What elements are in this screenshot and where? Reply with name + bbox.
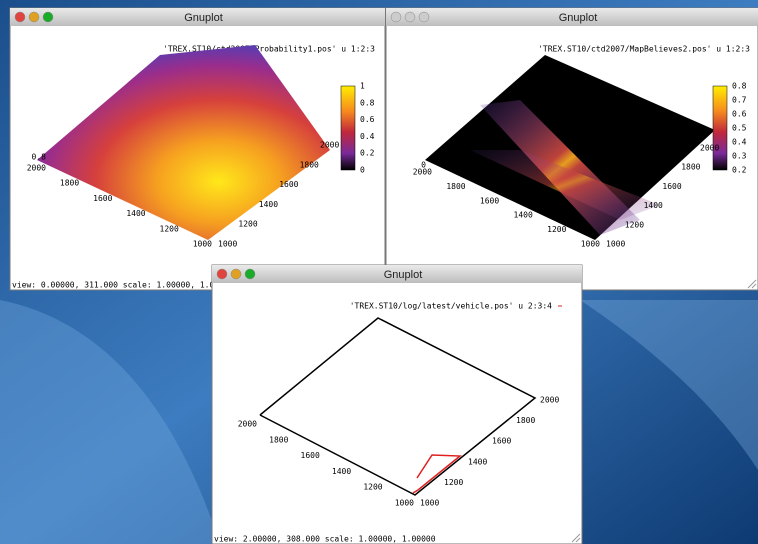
axis-tick-label: 2000: [238, 420, 257, 429]
window-button[interactable]: [14, 11, 26, 23]
wallpaper-swoosh: [0, 300, 220, 544]
axis-tick-label: 1800: [516, 416, 535, 425]
axis-tick-label: 1400: [644, 201, 663, 210]
colorbar-tick-label: 0.2: [360, 149, 375, 158]
axis-tick-label: 1800: [269, 435, 288, 444]
plot-box: [259, 317, 537, 496]
axis-tick-label: 2000: [413, 168, 432, 177]
wallpaper-swoosh: [580, 300, 758, 470]
axis-tick-label: 1000: [193, 240, 212, 249]
title-bar: [10, 8, 385, 26]
plot-key: 'TREX.ST10/log/latest/vehicle.pos' u 2:3…: [350, 302, 552, 311]
axis-tick-label: 2000: [540, 396, 559, 405]
axis-tick-label: 1200: [444, 478, 463, 487]
plot-key: 'TREX.ST10/ctd2007/MapBelieves2.pos' u 1…: [538, 45, 750, 54]
axis-tick-label: 1200: [547, 225, 566, 234]
axis-tick-label: 1800: [681, 163, 700, 172]
window-button[interactable]: [404, 11, 416, 23]
status-bar: view: 2.00000, 308.000 scale: 1.00000, 1…: [214, 535, 436, 544]
corner-label: 0: [421, 161, 426, 170]
axis-tick-label: 1200: [363, 483, 382, 492]
axis-tick-label: 1800: [60, 179, 79, 188]
axis-tick-label: 1000: [420, 499, 439, 508]
axis-tick-label: 1600: [93, 194, 112, 203]
colorbar-tick-label: 0.6: [732, 110, 747, 119]
vehicle-track: [412, 454, 463, 494]
axis-tick-label: 1400: [514, 211, 533, 220]
colorbar-tick-label: 0.8: [732, 82, 747, 91]
colorbar-tick-label: 0.8: [360, 98, 375, 107]
axis-tick-label: 1000: [218, 240, 237, 249]
colorbar-tick-label: 0.2: [732, 166, 747, 175]
window-button[interactable]: [28, 11, 40, 23]
resize-grip[interactable]: [747, 279, 757, 289]
colorbar-tick-label: 0.6: [360, 115, 375, 124]
colorbar-tick-label: 0.4: [360, 132, 375, 141]
belief-beam: [470, 150, 660, 220]
colorbar: [340, 85, 356, 171]
title-bar: [212, 265, 582, 283]
window-button[interactable]: [244, 268, 256, 280]
axis-tick-label: 1000: [395, 499, 414, 508]
corner-label: 0.8: [32, 153, 47, 162]
axis-tick-label: 1400: [468, 457, 487, 466]
axis-tick-label: 1000: [581, 240, 600, 249]
colorbar-tick-label: 0.5: [732, 124, 747, 133]
axis-tick-label: 1400: [259, 200, 278, 209]
axis-tick-label: 2000: [700, 144, 719, 153]
axis-tick-label: 1600: [662, 182, 681, 191]
window-button[interactable]: [390, 11, 402, 23]
axis-tick-label: 1800: [300, 160, 319, 169]
heatmap-surface: [425, 55, 715, 240]
resize-grip[interactable]: [571, 533, 581, 543]
colorbar-tick-label: 0: [360, 166, 365, 175]
axis-tick-label: 2000: [27, 164, 46, 173]
axis-tick-label: 1600: [480, 196, 499, 205]
status-bar: view: 0.00000, 311.000 scale: 1.00000, 1…: [12, 281, 229, 290]
colorbar-tick-label: 0.4: [732, 138, 747, 147]
axis-tick-label: 1000: [606, 240, 625, 249]
window-button[interactable]: [216, 268, 228, 280]
window-title: Gnuplot: [384, 269, 423, 281]
plot-key: 'TREX.ST10/ctd2007/Probability1.pos' u 1…: [163, 45, 375, 54]
window-title: Gnuplot: [184, 12, 223, 24]
axis-tick-label: 1600: [279, 180, 298, 189]
colorbar-tick-label: 0.7: [732, 96, 747, 105]
axis-tick-label: 1600: [492, 437, 511, 446]
axis-tick-label: 1600: [301, 451, 320, 460]
axis-tick-label: 1200: [625, 220, 644, 229]
axis-tick-label: 2000: [320, 141, 339, 150]
axis-tick-label: 1200: [238, 220, 257, 229]
window-button[interactable]: [42, 11, 54, 23]
axis-tick-label: 1400: [126, 209, 145, 218]
colorbar: [712, 85, 728, 171]
title-bar: [386, 8, 758, 26]
colorbar-tick-label: 0.3: [732, 152, 747, 161]
window-button[interactable]: [418, 11, 430, 23]
heatmap-surface: [37, 45, 330, 240]
axis-tick-label: 1800: [446, 182, 465, 191]
window-title: Gnuplot: [559, 12, 598, 24]
window-button[interactable]: [230, 268, 242, 280]
axis-tick-label: 1400: [332, 467, 351, 476]
colorbar-tick-label: 1: [360, 82, 365, 91]
axis-tick-label: 1200: [160, 224, 179, 233]
